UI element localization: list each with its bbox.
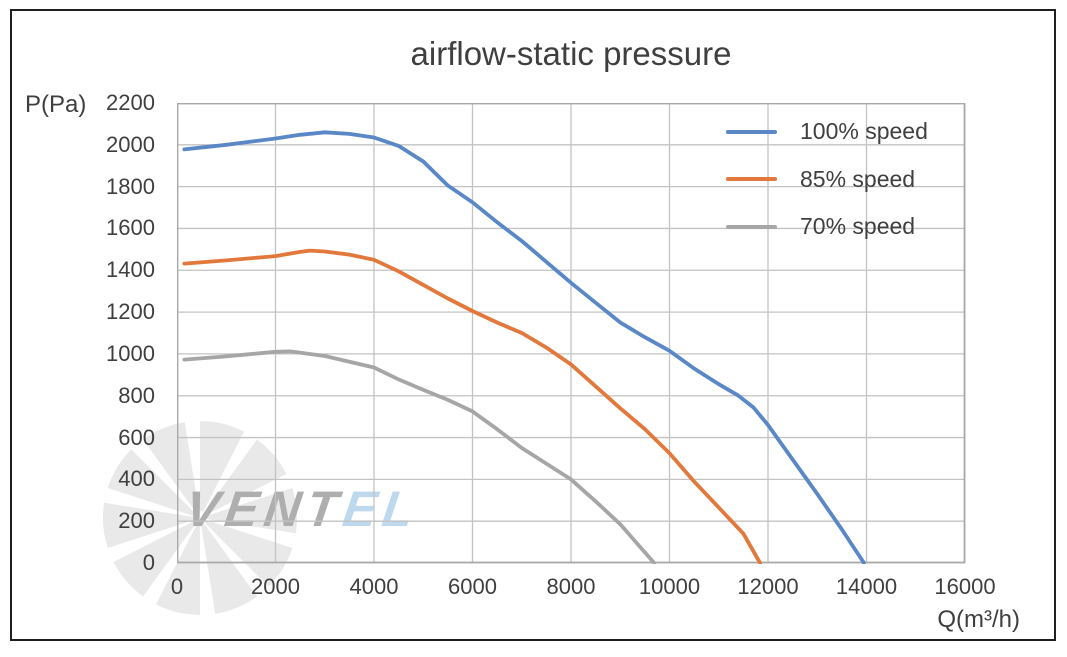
x-tick-label: 14000 [835, 574, 898, 599]
fan-blade [143, 422, 200, 518]
y-tick-label: 1600 [106, 215, 155, 241]
curve-70-speed [182, 349, 657, 564]
x-tick-label: 12000 [737, 574, 799, 599]
fan-blade [156, 518, 200, 615]
x-tick-label: 4000 [349, 574, 399, 599]
curve-85-speed [182, 248, 762, 564]
plot-area [177, 103, 966, 564]
x-tick-label: 0 [170, 574, 184, 599]
x-tick-label: 16000 [934, 574, 996, 599]
x-tick-label: 8000 [546, 574, 596, 599]
legend-row: 100% speed [726, 108, 928, 156]
y-tick-label: 1400 [106, 257, 155, 283]
fan-blade [200, 421, 244, 518]
y-tick-label: 0 [142, 550, 155, 575]
legend-row: 85% speed [726, 156, 928, 204]
fan-blade [200, 518, 257, 614]
legend-line-swatch [726, 129, 777, 134]
outer-border [10, 9, 1056, 641]
y-tick-label: 1000 [106, 340, 155, 366]
chart-title: airflow-static pressure [410, 35, 732, 72]
x-axis-label: Q(m³/h) [937, 606, 1020, 633]
x-tick-label: 2000 [251, 574, 300, 599]
legend-label: 70% speed [800, 213, 916, 240]
y-tick-label: 1200 [106, 299, 155, 325]
plot-frame [177, 103, 965, 564]
legend-row: 70% speed [726, 203, 928, 251]
x-tick-label: 10000 [638, 574, 701, 599]
legend: 100% speed 85% speed 70% speed [726, 108, 928, 251]
legend-label: 100% speed [800, 118, 928, 145]
y-tick-label: 400 [118, 466, 155, 492]
x-tick-label: 6000 [448, 574, 497, 599]
y-axis-label: P(Pa) [25, 91, 87, 118]
legend-line-swatch [726, 177, 777, 182]
fan-blade [200, 488, 298, 534]
y-tick-label: 200 [118, 508, 155, 534]
fan-blade [102, 502, 200, 548]
curve-100-speed [182, 130, 866, 564]
y-tick-label: 600 [118, 424, 155, 450]
y-tick-label: 2000 [106, 131, 155, 157]
legend-label: 85% speed [800, 165, 916, 192]
y-tick-label: 2200 [106, 90, 155, 115]
legend-line-swatch [726, 224, 777, 229]
fan-blade [200, 518, 293, 587]
y-tick-label: 800 [118, 382, 155, 408]
y-tick-label: 1800 [106, 173, 155, 199]
